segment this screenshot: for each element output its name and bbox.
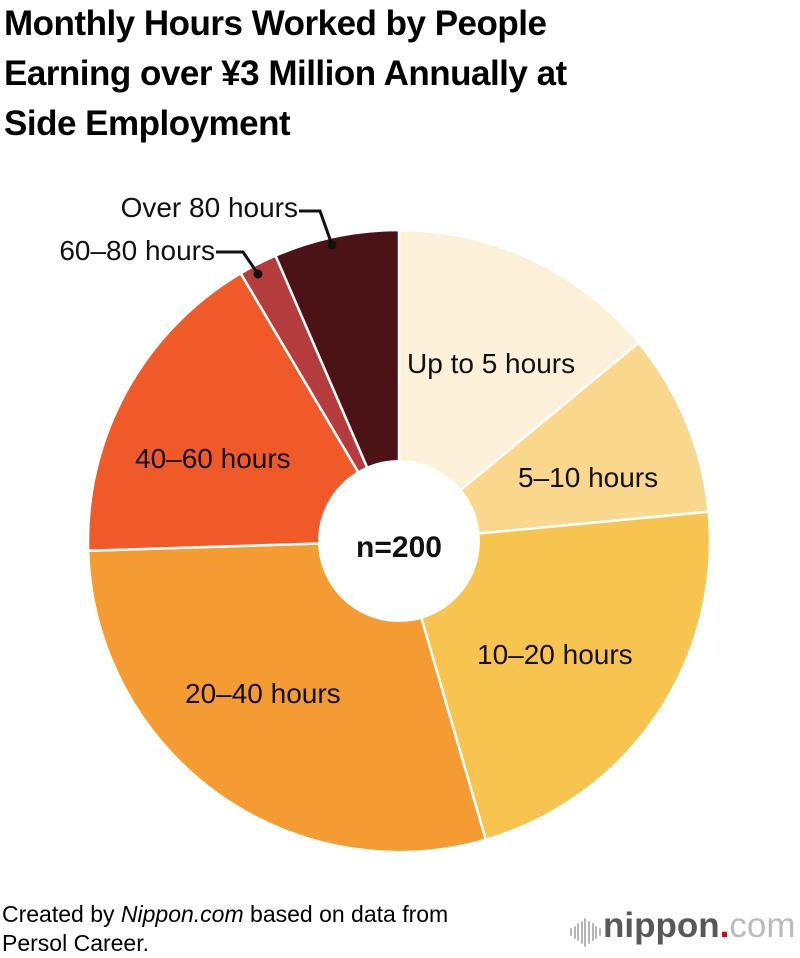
pie-slice-5-10-hours bbox=[397, 341, 710, 543]
callout-dot bbox=[327, 240, 337, 250]
chart-title-line: Earning over ¥3 Million Annually at bbox=[4, 54, 567, 93]
waveform-bar bbox=[573, 925, 576, 939]
slice-label-20-40-hours: 20–40 hours bbox=[185, 678, 341, 709]
sample-size-label: n=200 bbox=[356, 531, 442, 564]
callout-dot bbox=[253, 269, 263, 279]
slice-label-up-to-5-hours: Up to 5 hours bbox=[407, 348, 576, 379]
slice-label-10-20-hours: 10–20 hours bbox=[477, 639, 633, 670]
pie-slice-up-to-5-hours bbox=[397, 228, 640, 543]
credit-line: Persol Career. bbox=[2, 930, 150, 956]
logo-dot: . bbox=[719, 906, 730, 945]
waveform-bar bbox=[580, 920, 583, 944]
waveform-bar bbox=[591, 923, 594, 941]
waveform-bar bbox=[584, 917, 587, 947]
credit-prefix: Created by bbox=[2, 901, 121, 927]
chart-title-line: Side Employment bbox=[4, 104, 291, 143]
waveform-bar bbox=[577, 923, 580, 941]
pie-slice-10-20-hours bbox=[397, 510, 712, 841]
chart-title-line: Monthly Hours Worked by People bbox=[4, 4, 547, 43]
credit-text: Created by Nippon.com based on data from… bbox=[2, 900, 448, 958]
logo-tld: com bbox=[729, 906, 796, 945]
slice-label-5-10-hours: 5–10 hours bbox=[518, 462, 659, 493]
callout-label-60-80-hours: 60–80 hours bbox=[59, 235, 215, 266]
waveform-bar bbox=[595, 925, 598, 939]
nippon-logo: nippon.com bbox=[569, 903, 797, 953]
chart-title: Monthly Hours Worked by People Earning o… bbox=[4, 0, 774, 149]
credit-source: Nippon.com bbox=[120, 901, 244, 927]
donut-hole bbox=[318, 460, 480, 622]
waveform-bar bbox=[587, 920, 591, 944]
slice-label-40-60-hours: 40–60 hours bbox=[135, 443, 291, 474]
callout-line bbox=[216, 250, 260, 275]
waveform-icon bbox=[570, 917, 601, 947]
nippon-logo-text: nippon.com bbox=[603, 903, 795, 949]
credit-suffix: based on data from bbox=[243, 901, 449, 927]
pie-slice-40-60-hours bbox=[86, 272, 401, 553]
waveform-bar bbox=[598, 928, 601, 936]
logo-name: nippon bbox=[603, 906, 720, 945]
pie-slice-over-80-hours bbox=[274, 228, 401, 543]
callout-label-over-80-hours: Over 80 hours bbox=[120, 192, 298, 223]
credit-line: Created by Nippon.com based on data from bbox=[2, 900, 448, 929]
waveform-bar bbox=[570, 928, 573, 936]
callout-line bbox=[299, 209, 334, 246]
